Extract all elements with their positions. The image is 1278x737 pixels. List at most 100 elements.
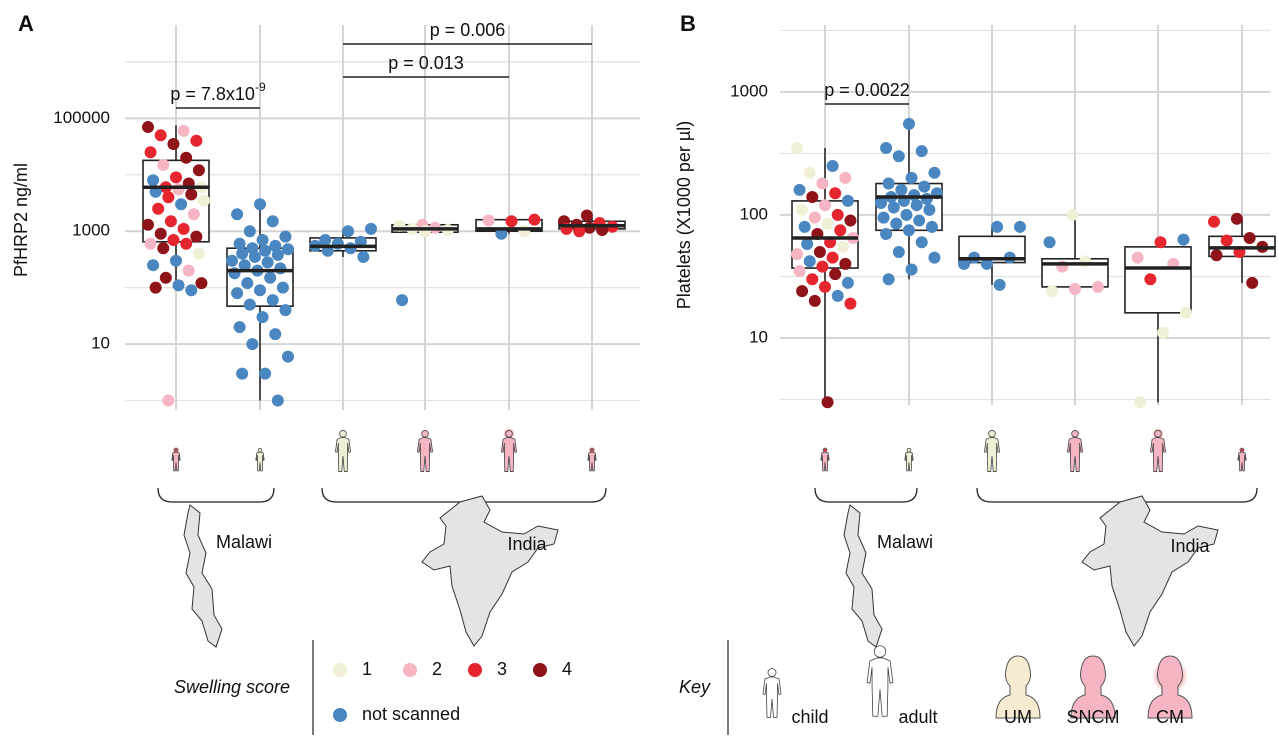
data-point	[882, 177, 895, 190]
data-point	[890, 217, 903, 230]
data-point	[495, 227, 508, 240]
person-icon	[171, 446, 181, 472]
data-point	[826, 159, 839, 172]
body	[334, 437, 352, 472]
data-point	[819, 199, 831, 212]
data-point	[198, 194, 210, 207]
legend-swatch	[403, 663, 417, 677]
data-point	[396, 294, 409, 307]
data-point	[154, 129, 167, 142]
data-point	[834, 224, 847, 237]
body	[1066, 437, 1084, 472]
key-label: UM	[1004, 707, 1032, 727]
data-point	[1210, 249, 1223, 262]
india-map	[1081, 495, 1219, 647]
data-point	[880, 227, 893, 240]
data-point	[816, 260, 829, 273]
data-point	[841, 194, 854, 207]
data-point	[144, 237, 157, 250]
person-icon	[904, 447, 914, 472]
data-point	[880, 142, 893, 155]
body	[866, 657, 894, 717]
data-point	[154, 227, 167, 240]
p-value: p = 0.013	[388, 53, 464, 73]
person-icon	[820, 446, 830, 472]
data-point	[142, 121, 154, 134]
data-point	[877, 211, 890, 224]
data-point	[256, 311, 269, 324]
bust-icon	[1147, 655, 1193, 719]
data-point	[831, 208, 844, 221]
data-point	[928, 251, 941, 264]
data-point	[190, 134, 203, 147]
data-point	[261, 256, 274, 269]
person-icon	[762, 668, 782, 718]
person-icon	[1066, 430, 1084, 472]
p-value: p = 7.8x10-9	[170, 80, 266, 104]
data-point	[342, 225, 355, 238]
data-point	[920, 192, 933, 205]
data-point	[844, 297, 857, 310]
body	[1149, 437, 1167, 472]
data-point	[185, 284, 198, 297]
body	[171, 451, 181, 472]
data-point	[798, 220, 811, 233]
key-label: child	[791, 707, 828, 727]
data-point	[1157, 326, 1170, 339]
data-point	[162, 191, 175, 204]
data-point	[895, 183, 908, 196]
head	[988, 430, 996, 438]
data-point	[282, 243, 294, 256]
data-point	[903, 224, 915, 237]
data-point	[282, 350, 294, 363]
data-point	[1144, 273, 1157, 286]
data-point	[246, 338, 259, 351]
data-point	[144, 146, 157, 159]
malawi-map	[843, 504, 883, 648]
data-point	[170, 171, 182, 184]
legend-label: 3	[497, 659, 507, 679]
data-point	[980, 257, 993, 270]
data-point	[573, 225, 586, 238]
data-point	[1043, 236, 1056, 249]
data-point	[243, 298, 256, 311]
data-point	[279, 230, 292, 243]
data-point	[192, 247, 205, 260]
body	[820, 451, 830, 472]
key-label: CM	[1156, 707, 1184, 727]
data-point	[993, 278, 1006, 291]
data-point	[344, 242, 357, 255]
data-point	[518, 225, 531, 238]
data-point	[254, 198, 266, 211]
person-icon	[587, 446, 597, 472]
person-icon	[416, 430, 434, 472]
data-point	[1154, 236, 1167, 249]
person-icon	[500, 427, 518, 472]
data-point	[829, 187, 842, 200]
p-text: p = 0.006	[430, 20, 506, 40]
body	[762, 676, 782, 718]
data-point	[266, 294, 279, 307]
body	[983, 437, 1001, 472]
data-point	[806, 273, 819, 286]
person-icon	[1149, 427, 1167, 472]
data-point	[1014, 220, 1026, 233]
data-point	[1134, 396, 1147, 409]
head	[906, 447, 912, 453]
head	[1071, 430, 1079, 438]
dot	[823, 448, 827, 452]
data-point	[256, 233, 269, 246]
key-title: Key	[679, 677, 711, 697]
data-point	[365, 222, 377, 235]
data-point	[1177, 233, 1190, 246]
region-label: India	[1170, 536, 1210, 556]
p-exponent: -9	[255, 80, 266, 94]
data-point	[836, 240, 849, 253]
data-point	[226, 254, 238, 267]
data-point	[147, 174, 160, 187]
data-point	[908, 189, 921, 202]
head	[873, 645, 887, 658]
panel-title: A	[18, 11, 34, 36]
data-point	[259, 244, 272, 257]
